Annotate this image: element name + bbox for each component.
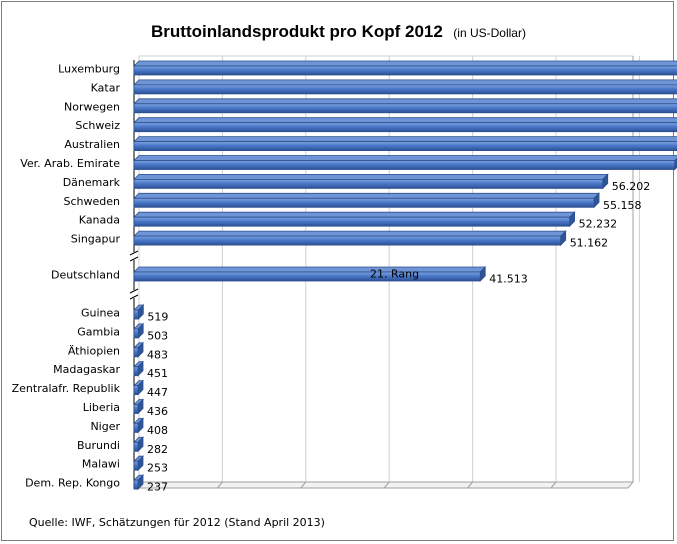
axis-break-mark (129, 256, 139, 262)
category-label: Niger (90, 420, 120, 433)
bar (133, 422, 139, 433)
category-label: Dem. Rep. Kongo (25, 477, 120, 490)
category-label: Zentralafr. Republik (12, 382, 121, 395)
category-label: Kanada (79, 214, 120, 227)
floor-tick (550, 481, 557, 489)
bar-top-face (133, 117, 677, 124)
floor-tick (383, 481, 390, 489)
bar (133, 197, 595, 208)
category-label: Schweiz (75, 119, 120, 132)
value-label: 503 (147, 329, 168, 342)
bar (133, 160, 676, 170)
value-label: 282 (147, 443, 168, 456)
bar (133, 441, 139, 452)
category-label: Katar (91, 81, 121, 94)
bar-top-face (133, 136, 677, 142)
value-label: 451 (147, 367, 168, 380)
chart-title: Bruttoinlandsprodukt pro Kopf 2012 (151, 22, 443, 41)
bar-top-face (133, 192, 600, 199)
bar-top-face (133, 60, 677, 67)
category-label: Burundi (77, 439, 120, 452)
bar-top-face (133, 211, 576, 218)
value-label: 253 (147, 462, 168, 475)
category-label: Gambia (77, 325, 120, 338)
axis-break-mark (129, 250, 139, 256)
bar (133, 479, 139, 490)
category-label: Singapur (71, 233, 121, 246)
category-label: Liberia (83, 401, 120, 414)
category-label: Malawi (82, 458, 120, 471)
value-label: 52.232 (579, 218, 618, 231)
bar (133, 235, 562, 246)
bar-top-face (133, 266, 487, 273)
floor-tick (300, 481, 307, 489)
category-label: Norwegen (64, 100, 120, 113)
bar (133, 103, 677, 114)
bar (133, 65, 677, 76)
annotation-label: 21. Rang (370, 268, 419, 281)
bar (133, 122, 677, 133)
axis-break-mark (129, 288, 139, 294)
chart-subtitle: (in US-Dollar) (453, 26, 526, 40)
bar (133, 216, 571, 227)
category-label: Deutschland (51, 269, 120, 282)
value-label: 51.162 (570, 237, 609, 250)
category-label: Australien (64, 138, 120, 151)
value-label: 55.158 (603, 199, 642, 212)
floor-tick (467, 481, 473, 489)
bar (133, 141, 677, 152)
bar-top-face (133, 155, 677, 161)
value-label: 56.202 (612, 180, 651, 193)
bar (133, 347, 139, 358)
bar (133, 84, 677, 95)
bar (133, 385, 139, 396)
value-label: 483 (147, 348, 168, 361)
chart-title-block: Bruttoinlandsprodukt pro Kopf 2012 (in U… (0, 22, 677, 42)
bar (133, 460, 139, 471)
bar-top-face (133, 98, 677, 105)
category-label: Äthiopien (68, 344, 120, 357)
bar-top-face (133, 230, 567, 237)
value-label: 436 (147, 405, 168, 418)
bar (133, 309, 139, 320)
bar (133, 178, 604, 189)
value-label: 519 (147, 311, 168, 324)
category-label: Dänemark (63, 176, 121, 189)
category-label: Ver. Arab. Emirate (20, 157, 120, 170)
category-label: Madagaskar (53, 363, 120, 376)
bar (133, 404, 139, 414)
bar (133, 271, 481, 282)
bar (133, 366, 139, 377)
plot-floor (132, 481, 635, 489)
bar-top-face (133, 79, 677, 86)
bar (133, 328, 139, 339)
floor-tick (217, 481, 223, 489)
category-label: Guinea (81, 307, 120, 320)
value-label: 447 (147, 386, 168, 399)
category-label: Schweden (64, 195, 121, 208)
axis-break-mark (129, 294, 139, 300)
source-note: Quelle: IWF, Schätzungen für 2012 (Stand… (29, 516, 325, 529)
category-label: Luxemburg (58, 63, 120, 76)
value-label: 41.513 (489, 273, 527, 286)
bar-top-face (133, 174, 609, 180)
value-label: 408 (147, 424, 168, 437)
value-label: 237 (147, 481, 168, 494)
